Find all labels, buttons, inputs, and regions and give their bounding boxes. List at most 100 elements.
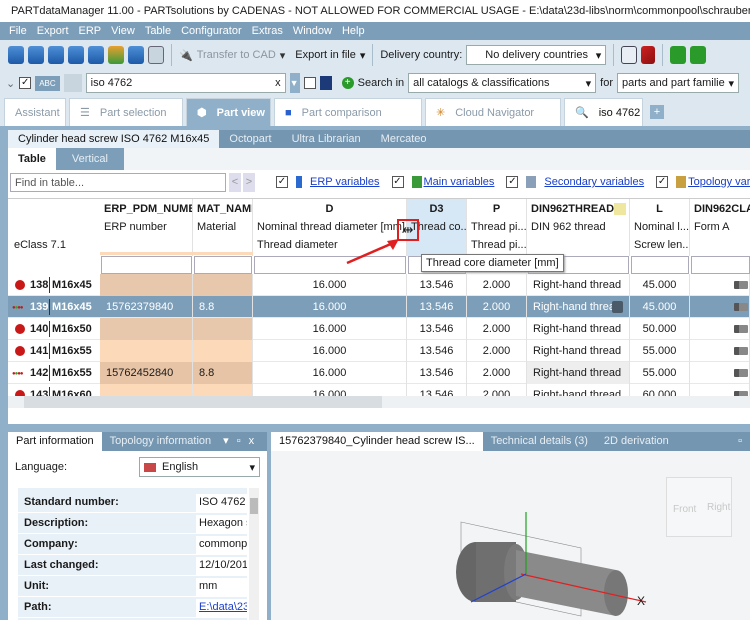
- search-history-dropdown[interactable]: ▼: [289, 73, 300, 93]
- cell-l[interactable]: 55.000: [630, 340, 690, 362]
- chevron-down-icon[interactable]: ▾: [359, 49, 366, 62]
- secondary-variables-checkbox[interactable]: ✓: [506, 176, 519, 188]
- filter-class[interactable]: [691, 256, 750, 274]
- cell-erp[interactable]: [100, 340, 193, 362]
- main-variables-link[interactable]: Main variables: [423, 176, 495, 188]
- tab-search-result[interactable]: 🔍 iso 4762: [564, 98, 643, 126]
- view-cube[interactable]: Front Right: [666, 477, 732, 537]
- menu-extras[interactable]: Extras: [251, 25, 283, 37]
- cell-d3[interactable]: 13.546: [407, 318, 467, 340]
- tab-2d-derivation[interactable]: 2D derivation: [603, 435, 669, 447]
- abc-toggle[interactable]: ABC: [35, 75, 60, 91]
- tab-vertical[interactable]: Vertical: [55, 148, 124, 170]
- database-mail-icon[interactable]: [68, 46, 84, 64]
- export-file-button[interactable]: Export in file ▾: [295, 49, 365, 62]
- cell-p[interactable]: 2.000: [467, 318, 527, 340]
- horizontal-scrollbar[interactable]: [8, 396, 750, 408]
- dropdown-icon[interactable]: ▾: [223, 435, 229, 447]
- tab-octopart[interactable]: Octopart: [229, 133, 272, 145]
- tab-mercateo[interactable]: Mercateo: [380, 133, 427, 145]
- column-din962thread[interactable]: DIN962THREAD DIN 962 thread: [527, 199, 630, 256]
- transfer-cad-button[interactable]: 🔌 Transfer to CAD ▾: [179, 49, 285, 62]
- column-erp-pdm-number[interactable]: ERP_PDM_NUMBER ERP number: [100, 199, 193, 256]
- scrollbar-thumb[interactable]: [250, 498, 258, 514]
- menu-erp[interactable]: ERP: [78, 25, 102, 37]
- menu-export[interactable]: Export: [36, 25, 69, 37]
- expand-arrows-icon[interactable]: [670, 46, 687, 64]
- link-icon[interactable]: [641, 46, 656, 64]
- menu-window[interactable]: Window: [292, 25, 332, 37]
- table-row[interactable]: 138 M16x45 16.000 13.546 2.000 Right-hand thr…: [8, 274, 750, 296]
- close-icon[interactable]: x: [248, 435, 255, 447]
- topology-variables-checkbox[interactable]: ✓: [656, 176, 669, 188]
- cell-thread[interactable]: Right-hand thread: [527, 362, 630, 384]
- cell-p[interactable]: 2.000: [467, 362, 527, 384]
- menu-file[interactable]: File: [9, 25, 27, 37]
- add-search-icon[interactable]: +: [341, 77, 354, 89]
- erp-variables-checkbox[interactable]: ✓: [276, 176, 288, 188]
- cell-d[interactable]: 16.000: [253, 296, 407, 318]
- main-variables-checkbox[interactable]: ✓: [391, 176, 404, 188]
- cell-p[interactable]: 2.000: [467, 340, 527, 362]
- cell-thread[interactable]: Right-hand thread: [527, 296, 630, 318]
- table-row[interactable]: 141 M16x55 16.000 13.546 2.000 Right-hand thr…: [8, 340, 750, 362]
- database-key-icon[interactable]: [8, 46, 24, 64]
- cell-p[interactable]: 2.000: [467, 274, 527, 296]
- column-d[interactable]: D Nominal thread diameter [mm] Thread diam…: [253, 199, 407, 256]
- menu-table[interactable]: Table: [144, 25, 172, 37]
- cell-d[interactable]: 16.000: [253, 362, 407, 384]
- path-link[interactable]: E:\data\23d-: [199, 601, 247, 613]
- cell-d[interactable]: 16.000: [253, 340, 407, 362]
- tab-cloud-navigator[interactable]: ✳ Cloud Navigator: [425, 98, 561, 126]
- cell-erp[interactable]: 15762452840: [100, 362, 193, 384]
- cell-d[interactable]: 16.000: [253, 318, 407, 340]
- search-for-select[interactable]: parts and part familie ▾: [617, 73, 739, 93]
- menu-configurator[interactable]: Configurator: [181, 25, 242, 37]
- cell-d3[interactable]: 13.546: [407, 340, 467, 362]
- filter-erp[interactable]: [101, 256, 192, 274]
- tab-part-information[interactable]: Part information: [8, 432, 102, 451]
- cell-mat[interactable]: [193, 274, 253, 296]
- table-row[interactable]: ●●●● 142 M16x55 15762452840 8.8 16.000 13.546 2…: [8, 362, 750, 384]
- tab-part-name[interactable]: Cylinder head screw ISO 4762 M16x45: [8, 130, 220, 148]
- menu-view[interactable]: View: [111, 25, 135, 37]
- search-option-checkbox[interactable]: ✓: [19, 77, 32, 89]
- calendar-icon[interactable]: [148, 46, 164, 64]
- tab-part-comparison[interactable]: ■ Part comparison: [274, 98, 422, 126]
- tab-technical-details[interactable]: Technical details (3): [490, 435, 588, 447]
- edit-icon[interactable]: [614, 203, 626, 215]
- vertical-scrollbar[interactable]: [249, 488, 259, 620]
- clear-search-button[interactable]: x: [275, 77, 281, 89]
- cell-l[interactable]: 45.000: [630, 296, 690, 318]
- column-l[interactable]: L Nominal l... Screw len...: [630, 199, 690, 256]
- expand-arrows-icon-2[interactable]: [690, 46, 707, 64]
- search-option-checkbox-2[interactable]: [303, 77, 316, 89]
- filter-d[interactable]: [254, 256, 406, 274]
- erp-variables-link[interactable]: ERP variables: [310, 176, 380, 188]
- cell-p[interactable]: 2.000: [467, 296, 527, 318]
- maximize-icon[interactable]: ▫: [236, 435, 241, 447]
- cell-mat[interactable]: 8.8: [193, 296, 253, 318]
- topology-variables-link[interactable]: Topology variables: [688, 176, 750, 188]
- search-in-select[interactable]: all catalogs & classifications ▾: [408, 73, 597, 93]
- cell-thread[interactable]: Right-hand thread: [527, 318, 630, 340]
- column-mat-name[interactable]: MAT_NAME Material: [193, 199, 253, 256]
- search-input[interactable]: iso 4762 x: [85, 73, 286, 93]
- tab-ultra-librarian[interactable]: Ultra Librarian: [291, 133, 361, 145]
- cell-erp[interactable]: 15762379840: [100, 296, 193, 318]
- cell-l[interactable]: 45.000: [630, 274, 690, 296]
- scrollbar-thumb[interactable]: [24, 396, 382, 408]
- tab-3d-view[interactable]: 15762379840_Cylinder head screw IS...: [271, 432, 483, 451]
- geometric-search-icon[interactable]: [63, 74, 82, 92]
- cell-mat[interactable]: 8.8: [193, 362, 253, 384]
- cell-d3[interactable]: 13.546: [407, 362, 467, 384]
- cell-mat[interactable]: [193, 318, 253, 340]
- table-row[interactable]: 140 M16x50 16.000 13.546 2.000 Right-hand thr…: [8, 318, 750, 340]
- secondary-variables-link[interactable]: Secondary variables: [544, 176, 645, 188]
- table-row[interactable]: ●●●● 139 M16x45 15762379840 8.8 16.000 13.546 2…: [8, 296, 750, 318]
- find-in-table-input[interactable]: Find in table...: [10, 173, 226, 192]
- column-din962class[interactable]: DIN962CLASS Form A: [690, 199, 750, 256]
- find-next-button[interactable]: >: [243, 173, 255, 192]
- chevron-down-icon[interactable]: ▾: [279, 49, 286, 62]
- cell-d3[interactable]: 13.546: [407, 274, 467, 296]
